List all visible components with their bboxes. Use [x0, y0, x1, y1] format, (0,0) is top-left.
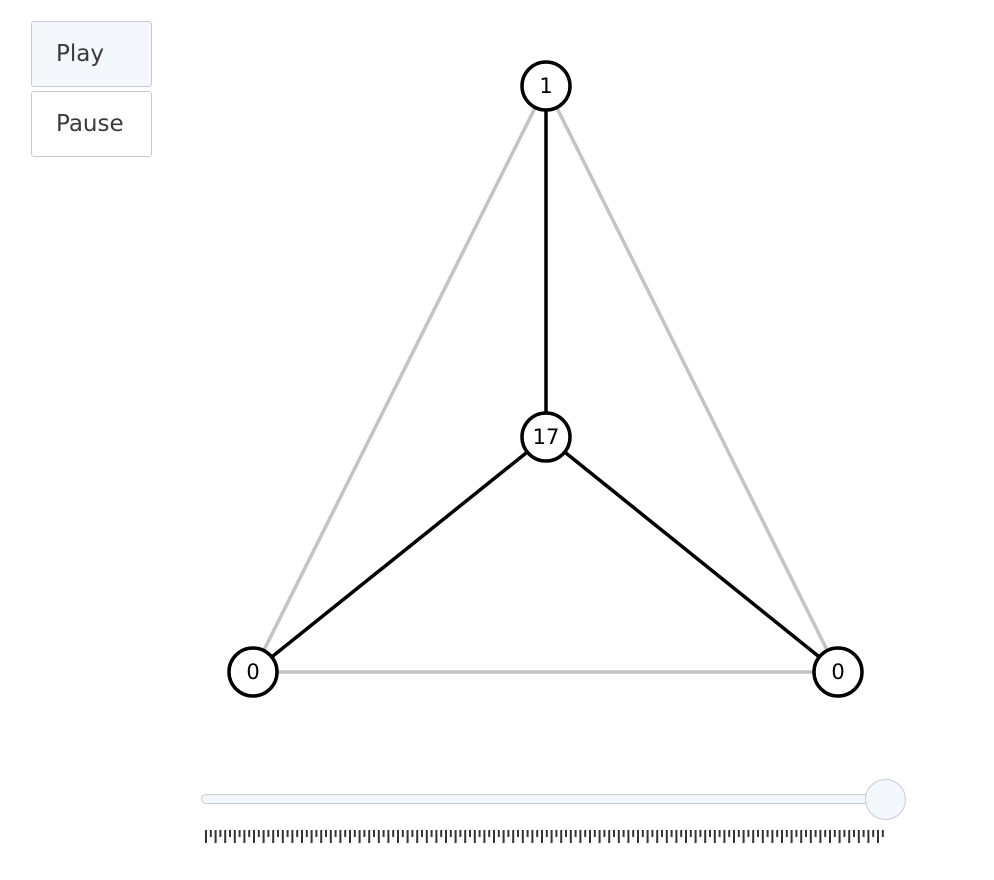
node-center-circle [520, 411, 572, 463]
node-top: 1 [520, 60, 572, 112]
play-button[interactable]: Play [31, 21, 152, 87]
node-center-label: 17 [533, 425, 560, 449]
edge-top-bottom-right [544, 85, 840, 673]
edge-top-bottom-left [251, 85, 548, 673]
node-center: 17 [520, 411, 572, 463]
pause-button[interactable]: Pause [31, 91, 152, 157]
frame-slider-handle[interactable] [865, 779, 906, 820]
node-bottom-left-circle [227, 646, 279, 698]
node-top-label: 1 [539, 74, 552, 98]
node-bottom-right-label: 0 [831, 660, 844, 684]
node-bottom-left: 0 [227, 646, 279, 698]
node-bottom-left-label: 0 [246, 660, 259, 684]
node-top-circle [520, 60, 572, 112]
edge-center-bottom-right [544, 435, 840, 674]
node-bottom-right-circle [812, 646, 864, 698]
edge-center-bottom-left [251, 435, 548, 674]
node-bottom-right: 0 [812, 646, 864, 698]
